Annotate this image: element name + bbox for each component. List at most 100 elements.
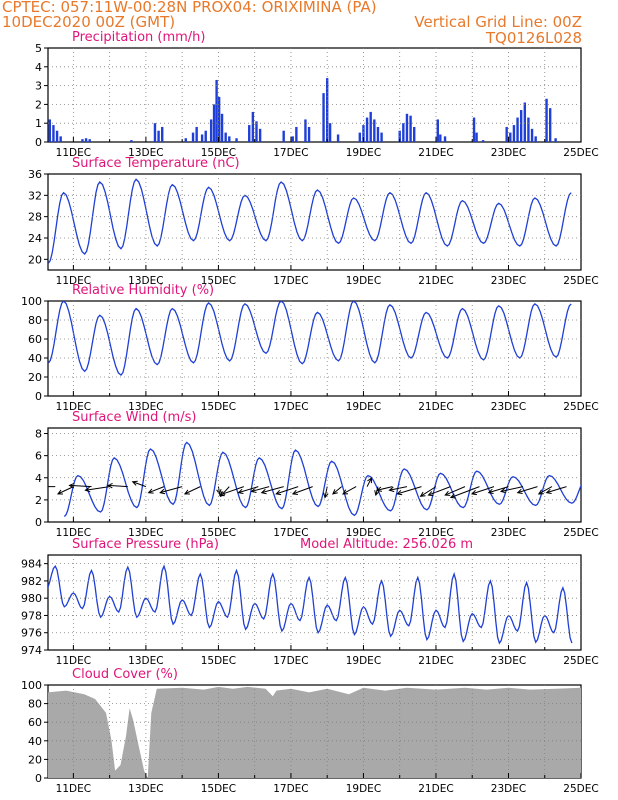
- xtick-label: 21DEC: [418, 527, 453, 539]
- ytick-label: 3: [35, 80, 42, 93]
- xtick-label: 23DEC: [491, 527, 526, 539]
- series-line: [48, 564, 573, 645]
- precip-bar: [548, 108, 552, 142]
- xtick-label: 21DEC: [418, 147, 453, 159]
- wind-vector: [276, 486, 299, 495]
- xtick-label: 13DEC: [128, 527, 163, 539]
- precip-bar: [204, 130, 207, 142]
- wind-vector-head: [159, 488, 166, 495]
- xtick-label: 13DEC: [128, 147, 163, 159]
- wind-vector-head: [342, 489, 349, 495]
- precip-bar: [362, 125, 365, 142]
- wind-vector: [342, 486, 357, 495]
- wind-vector-head: [260, 488, 267, 495]
- wind-vector-head: [84, 486, 91, 493]
- precip-bar: [325, 78, 329, 142]
- xtick-label: 19DEC: [346, 275, 381, 287]
- panel-title: Surface Wind (m/s): [72, 410, 196, 425]
- wind-vector-head: [388, 486, 395, 493]
- xtick-label: 25DEC: [563, 783, 598, 795]
- precip-bar: [373, 119, 376, 142]
- precip-bar: [405, 113, 409, 142]
- xtick-label: 13DEC: [128, 275, 163, 287]
- series-line: [48, 301, 572, 377]
- wind-vector: [428, 486, 451, 496]
- wind-vector: [292, 486, 313, 495]
- wind-vector: [332, 486, 343, 495]
- xtick-label: 15DEC: [201, 275, 236, 287]
- precip-bar: [472, 117, 476, 142]
- precip-bar: [191, 132, 195, 142]
- xtick-label: 15DEC: [201, 527, 236, 539]
- precip-bar: [48, 119, 52, 142]
- ytick-label: 980: [21, 592, 42, 605]
- xtick-label: 15DEC: [201, 401, 236, 413]
- ytick-label: 20: [28, 753, 42, 766]
- ytick-label: 4: [35, 472, 42, 485]
- xtick-label: 17DEC: [273, 783, 308, 795]
- panel-frame: [47, 427, 582, 523]
- precip-bar: [195, 126, 198, 142]
- precip-bar: [161, 126, 164, 142]
- wind-vector-head: [396, 490, 403, 496]
- panel-3: Relative Humidity (%) 0 20 40 60 80 100 11DEC 13…: [21, 283, 599, 413]
- precip-bar: [380, 132, 383, 142]
- wind-vector: [397, 486, 422, 495]
- precip-bar: [295, 126, 298, 142]
- xtick-label: 11DEC: [56, 147, 91, 159]
- ytick-label: 978: [21, 609, 42, 622]
- wind-vector-head: [106, 482, 113, 489]
- xtick-label: 15DEC: [201, 147, 236, 159]
- panel-title: Surface Temperature (nC): [72, 156, 240, 171]
- xtick-label: 11DEC: [56, 527, 91, 539]
- xtick-label: 21DEC: [418, 401, 453, 413]
- precip-bar: [519, 110, 523, 142]
- precip-bar: [200, 134, 204, 142]
- precip-bar: [282, 130, 285, 142]
- ytick-label: 40: [28, 735, 42, 748]
- xtick-label: 19DEC: [346, 147, 381, 159]
- ytick-label: 32: [28, 189, 42, 202]
- xtick-label: 25DEC: [563, 401, 598, 413]
- precip-bar: [413, 126, 416, 142]
- wind-vector-head: [470, 489, 477, 496]
- series-line: [63, 441, 581, 517]
- ytick-label: 0: [35, 516, 42, 529]
- ytick-label: 974: [21, 644, 42, 657]
- wind-vector-head: [33, 484, 37, 489]
- xtick-label: 19DEC: [346, 655, 381, 667]
- xtick-label: 17DEC: [273, 655, 308, 667]
- xtick-label: 21DEC: [418, 275, 453, 287]
- xtick-label: 13DEC: [128, 783, 163, 795]
- xtick-label: 23DEC: [491, 275, 526, 287]
- precip-bar: [481, 140, 485, 142]
- xtick-label: 19DEC: [346, 783, 381, 795]
- wind-vector: [251, 486, 270, 492]
- precip-bar: [436, 119, 439, 142]
- wind-vector-head: [374, 490, 380, 497]
- ytick-label: 982: [21, 575, 42, 588]
- precip-bar: [255, 121, 258, 142]
- xtick-label: 17DEC: [273, 275, 308, 287]
- precip-bar: [443, 136, 447, 142]
- precip-bar: [220, 113, 224, 142]
- wind-vector: [219, 486, 244, 496]
- chart-header: CPTEC: 057:11W-00:28N PROX04: ORIXIMINA …: [0, 0, 618, 48]
- precip-bar: [258, 128, 262, 142]
- precip-bar: [523, 102, 526, 142]
- wind-vector-head: [537, 489, 544, 495]
- wind-vector: [107, 484, 128, 488]
- xtick-label: 23DEC: [491, 783, 526, 795]
- panel-5: Surface Pressure (hPa) Model Altitude: 25…: [21, 537, 599, 667]
- wind-vector: [420, 486, 437, 497]
- xtick-label: 13DEC: [128, 655, 163, 667]
- precip-bar: [516, 117, 519, 142]
- xtick-label: 21DEC: [418, 783, 453, 795]
- precip-bar: [509, 132, 512, 142]
- panel-data: [48, 686, 581, 778]
- wind-vector: [444, 486, 466, 496]
- station-info: CPTEC: 057:11W-00:28N PROX04: ORIXIMINA …: [2, 0, 377, 16]
- xtick-label: 17DEC: [273, 401, 308, 413]
- xtick-label: 21DEC: [418, 655, 453, 667]
